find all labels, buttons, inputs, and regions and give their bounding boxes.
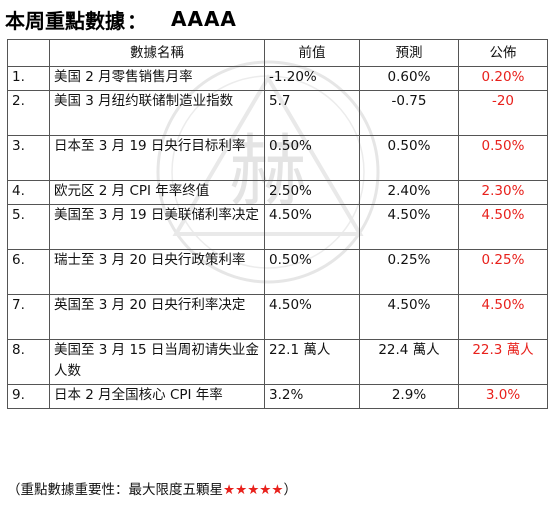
- row-previous: 0.50%: [264, 135, 360, 181]
- row-name: 瑞士至 3 月 20 日央行政策利率: [49, 249, 265, 295]
- title-separator: ：: [127, 8, 147, 33]
- row-name: 美国至 3 月 19 日美联储利率决定: [49, 204, 265, 250]
- table-row: 6. 瑞士至 3 月 20 日央行政策利率 0.50% 0.25% 0.25%: [7, 249, 548, 295]
- table-row: 7. 英国至 3 月 20 日央行利率决定 4.50% 4.50% 4.50%: [7, 294, 548, 340]
- row-actual: 22.3 萬人: [458, 339, 548, 385]
- row-forecast: 0.60%: [359, 66, 459, 91]
- importance-note: （重點數據重要性：最大限度五顆星★★★★★）: [7, 478, 297, 498]
- row-number: 8.: [7, 339, 50, 385]
- row-actual: 4.50%: [458, 294, 548, 340]
- note-prefix: （重點數據重要性：最大限度五顆星: [7, 482, 223, 498]
- row-forecast: 0.25%: [359, 249, 459, 295]
- table-row: 2. 美国 3 月纽约联储制造业指数 5.7 -0.75 -20: [7, 90, 548, 136]
- row-forecast: 4.50%: [359, 204, 459, 250]
- row-number: 7.: [7, 294, 50, 340]
- row-name: 美国 2 月零售销售月率: [49, 66, 265, 91]
- star-icon: ★★★★★: [223, 482, 284, 498]
- row-number: 1.: [7, 66, 50, 91]
- row-name: 英国至 3 月 20 日央行利率决定: [49, 294, 265, 340]
- row-actual: 3.0%: [458, 384, 548, 409]
- table-row: 8. 美国至 3 月 15 日当周初请失业金人数 22.1 萬人 22.4 萬人…: [7, 339, 548, 385]
- row-previous: 5.7: [264, 90, 360, 136]
- row-number: 2.: [7, 90, 50, 136]
- row-number: 4.: [7, 180, 50, 205]
- row-number: 3.: [7, 135, 50, 181]
- row-previous: 22.1 萬人: [264, 339, 360, 385]
- title-text: 本周重點數據: [5, 8, 125, 33]
- row-previous: -1.20%: [264, 66, 360, 91]
- row-actual: 4.50%: [458, 204, 548, 250]
- row-actual: 0.20%: [458, 66, 548, 91]
- rating-text: AAAA: [171, 7, 237, 31]
- row-name: 日本 2 月全国核心 CPI 年率: [49, 384, 265, 409]
- row-name: 欧元区 2 月 CPI 年率终值: [49, 180, 265, 205]
- row-number: 9.: [7, 384, 50, 409]
- table-row: 9. 日本 2 月全国核心 CPI 年率 3.2% 2.9% 3.0%: [7, 384, 548, 409]
- row-forecast: 0.50%: [359, 135, 459, 181]
- table-row: 5. 美国至 3 月 19 日美联储利率决定 4.50% 4.50% 4.50%: [7, 204, 548, 250]
- note-suffix: ）: [283, 482, 298, 498]
- row-previous: 4.50%: [264, 204, 360, 250]
- row-previous: 2.50%: [264, 180, 360, 205]
- header-forecast: 預測: [359, 39, 459, 67]
- table-row: 1. 美国 2 月零售销售月率 -1.20% 0.60% 0.20%: [7, 66, 548, 91]
- row-actual: -20: [458, 90, 548, 136]
- row-name: 美国 3 月纽约联储制造业指数: [49, 90, 265, 136]
- row-previous: 3.2%: [264, 384, 360, 409]
- table-row: 4. 欧元区 2 月 CPI 年率终值 2.50% 2.40% 2.30%: [7, 180, 548, 205]
- row-forecast: 2.40%: [359, 180, 459, 205]
- row-forecast: 22.4 萬人: [359, 339, 459, 385]
- row-actual: 2.30%: [458, 180, 548, 205]
- header-index: [7, 39, 50, 67]
- table-row: 3. 日本至 3 月 19 日央行目标利率 0.50% 0.50% 0.50%: [7, 135, 548, 181]
- data-table: 數據名稱 前值 預測 公佈 1. 美国 2 月零售销售月率 -1.20% 0.6…: [7, 39, 548, 409]
- header-name: 數據名稱: [49, 39, 265, 67]
- row-name: 美国至 3 月 15 日当周初请失业金人数: [49, 339, 265, 385]
- page-title: 本周重點數據 ： AAAA: [5, 3, 237, 35]
- row-actual: 0.25%: [458, 249, 548, 295]
- row-name: 日本至 3 月 19 日央行目标利率: [49, 135, 265, 181]
- row-forecast: 2.9%: [359, 384, 459, 409]
- table-header-row: 數據名稱 前值 預測 公佈: [7, 39, 548, 67]
- header-previous: 前值: [264, 39, 360, 67]
- row-previous: 0.50%: [264, 249, 360, 295]
- row-forecast: -0.75: [359, 90, 459, 136]
- row-previous: 4.50%: [264, 294, 360, 340]
- row-number: 6.: [7, 249, 50, 295]
- header-actual: 公佈: [458, 39, 548, 67]
- row-forecast: 4.50%: [359, 294, 459, 340]
- row-actual: 0.50%: [458, 135, 548, 181]
- row-number: 5.: [7, 204, 50, 250]
